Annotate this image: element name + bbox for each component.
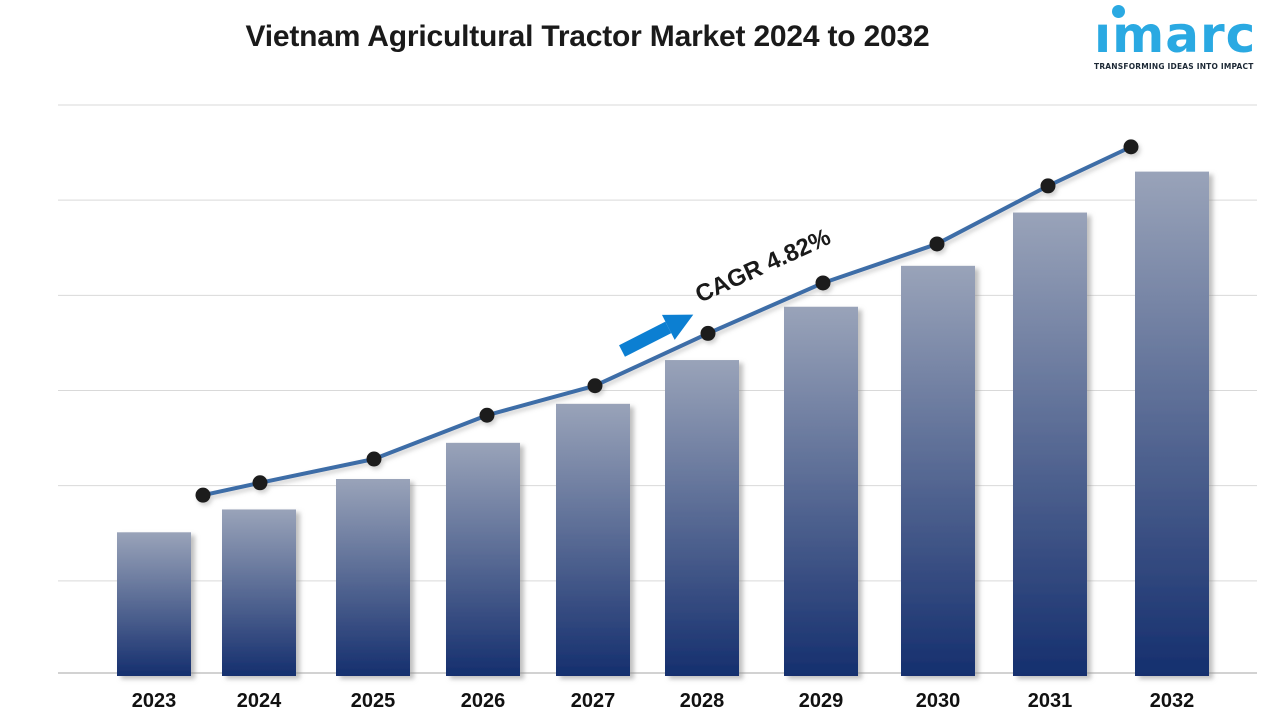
data-point-2025 <box>366 451 382 467</box>
data-point-2026 <box>479 407 495 423</box>
logo-text: ımarc <box>1094 6 1257 64</box>
bar-2025 <box>336 479 410 676</box>
imarc-logo: ımarc TRANSFORMING IDEAS INTO IMPACT <box>1094 5 1260 71</box>
trend-line-group <box>195 139 1139 503</box>
x-label-2028: 2028 <box>680 690 725 712</box>
bar-2023 <box>117 532 191 676</box>
bar-2027 <box>556 403 630 676</box>
cagr-arrow-icon <box>619 314 694 357</box>
data-point-2030 <box>929 236 945 252</box>
x-label-2029: 2029 <box>799 690 844 712</box>
logo-i-dot-icon <box>1112 5 1125 18</box>
x-label-2032: 2032 <box>1150 690 1195 712</box>
data-point-2028 <box>700 325 716 341</box>
bar-2030 <box>901 265 975 676</box>
x-label-2023: 2023 <box>132 690 177 712</box>
bar-2028 <box>665 360 739 676</box>
x-label-2030: 2030 <box>916 690 961 712</box>
x-axis-labels: 2023 2024 2025 2026 2027 2028 2029 2030 2031 2032 <box>132 690 1195 712</box>
imarc-wordmark: ımarc <box>1094 5 1260 60</box>
trend-line <box>201 144 1133 498</box>
data-point-2023 <box>195 487 211 503</box>
bar-2032 <box>1135 171 1209 676</box>
page-title: Vietnam Agricultural Tractor Market 2024… <box>245 20 930 53</box>
data-point-2032 <box>1123 139 1139 155</box>
data-point-2029 <box>815 275 831 291</box>
x-label-2024: 2024 <box>237 690 282 712</box>
bar-2026 <box>446 442 520 676</box>
bar-2031 <box>1013 212 1087 676</box>
bar-2029 <box>784 306 858 676</box>
x-label-2027: 2027 <box>571 690 616 712</box>
imarc-tagline: TRANSFORMING IDEAS INTO IMPACT <box>1094 62 1254 71</box>
x-label-2031: 2031 <box>1028 690 1073 712</box>
data-point-2024 <box>252 475 268 491</box>
x-label-2026: 2026 <box>461 690 506 712</box>
x-label-2025: 2025 <box>351 690 396 712</box>
bar-2024 <box>222 509 296 676</box>
data-point-2031 <box>1040 178 1056 194</box>
bars-group <box>117 171 1209 676</box>
data-point-2027 <box>587 378 603 394</box>
